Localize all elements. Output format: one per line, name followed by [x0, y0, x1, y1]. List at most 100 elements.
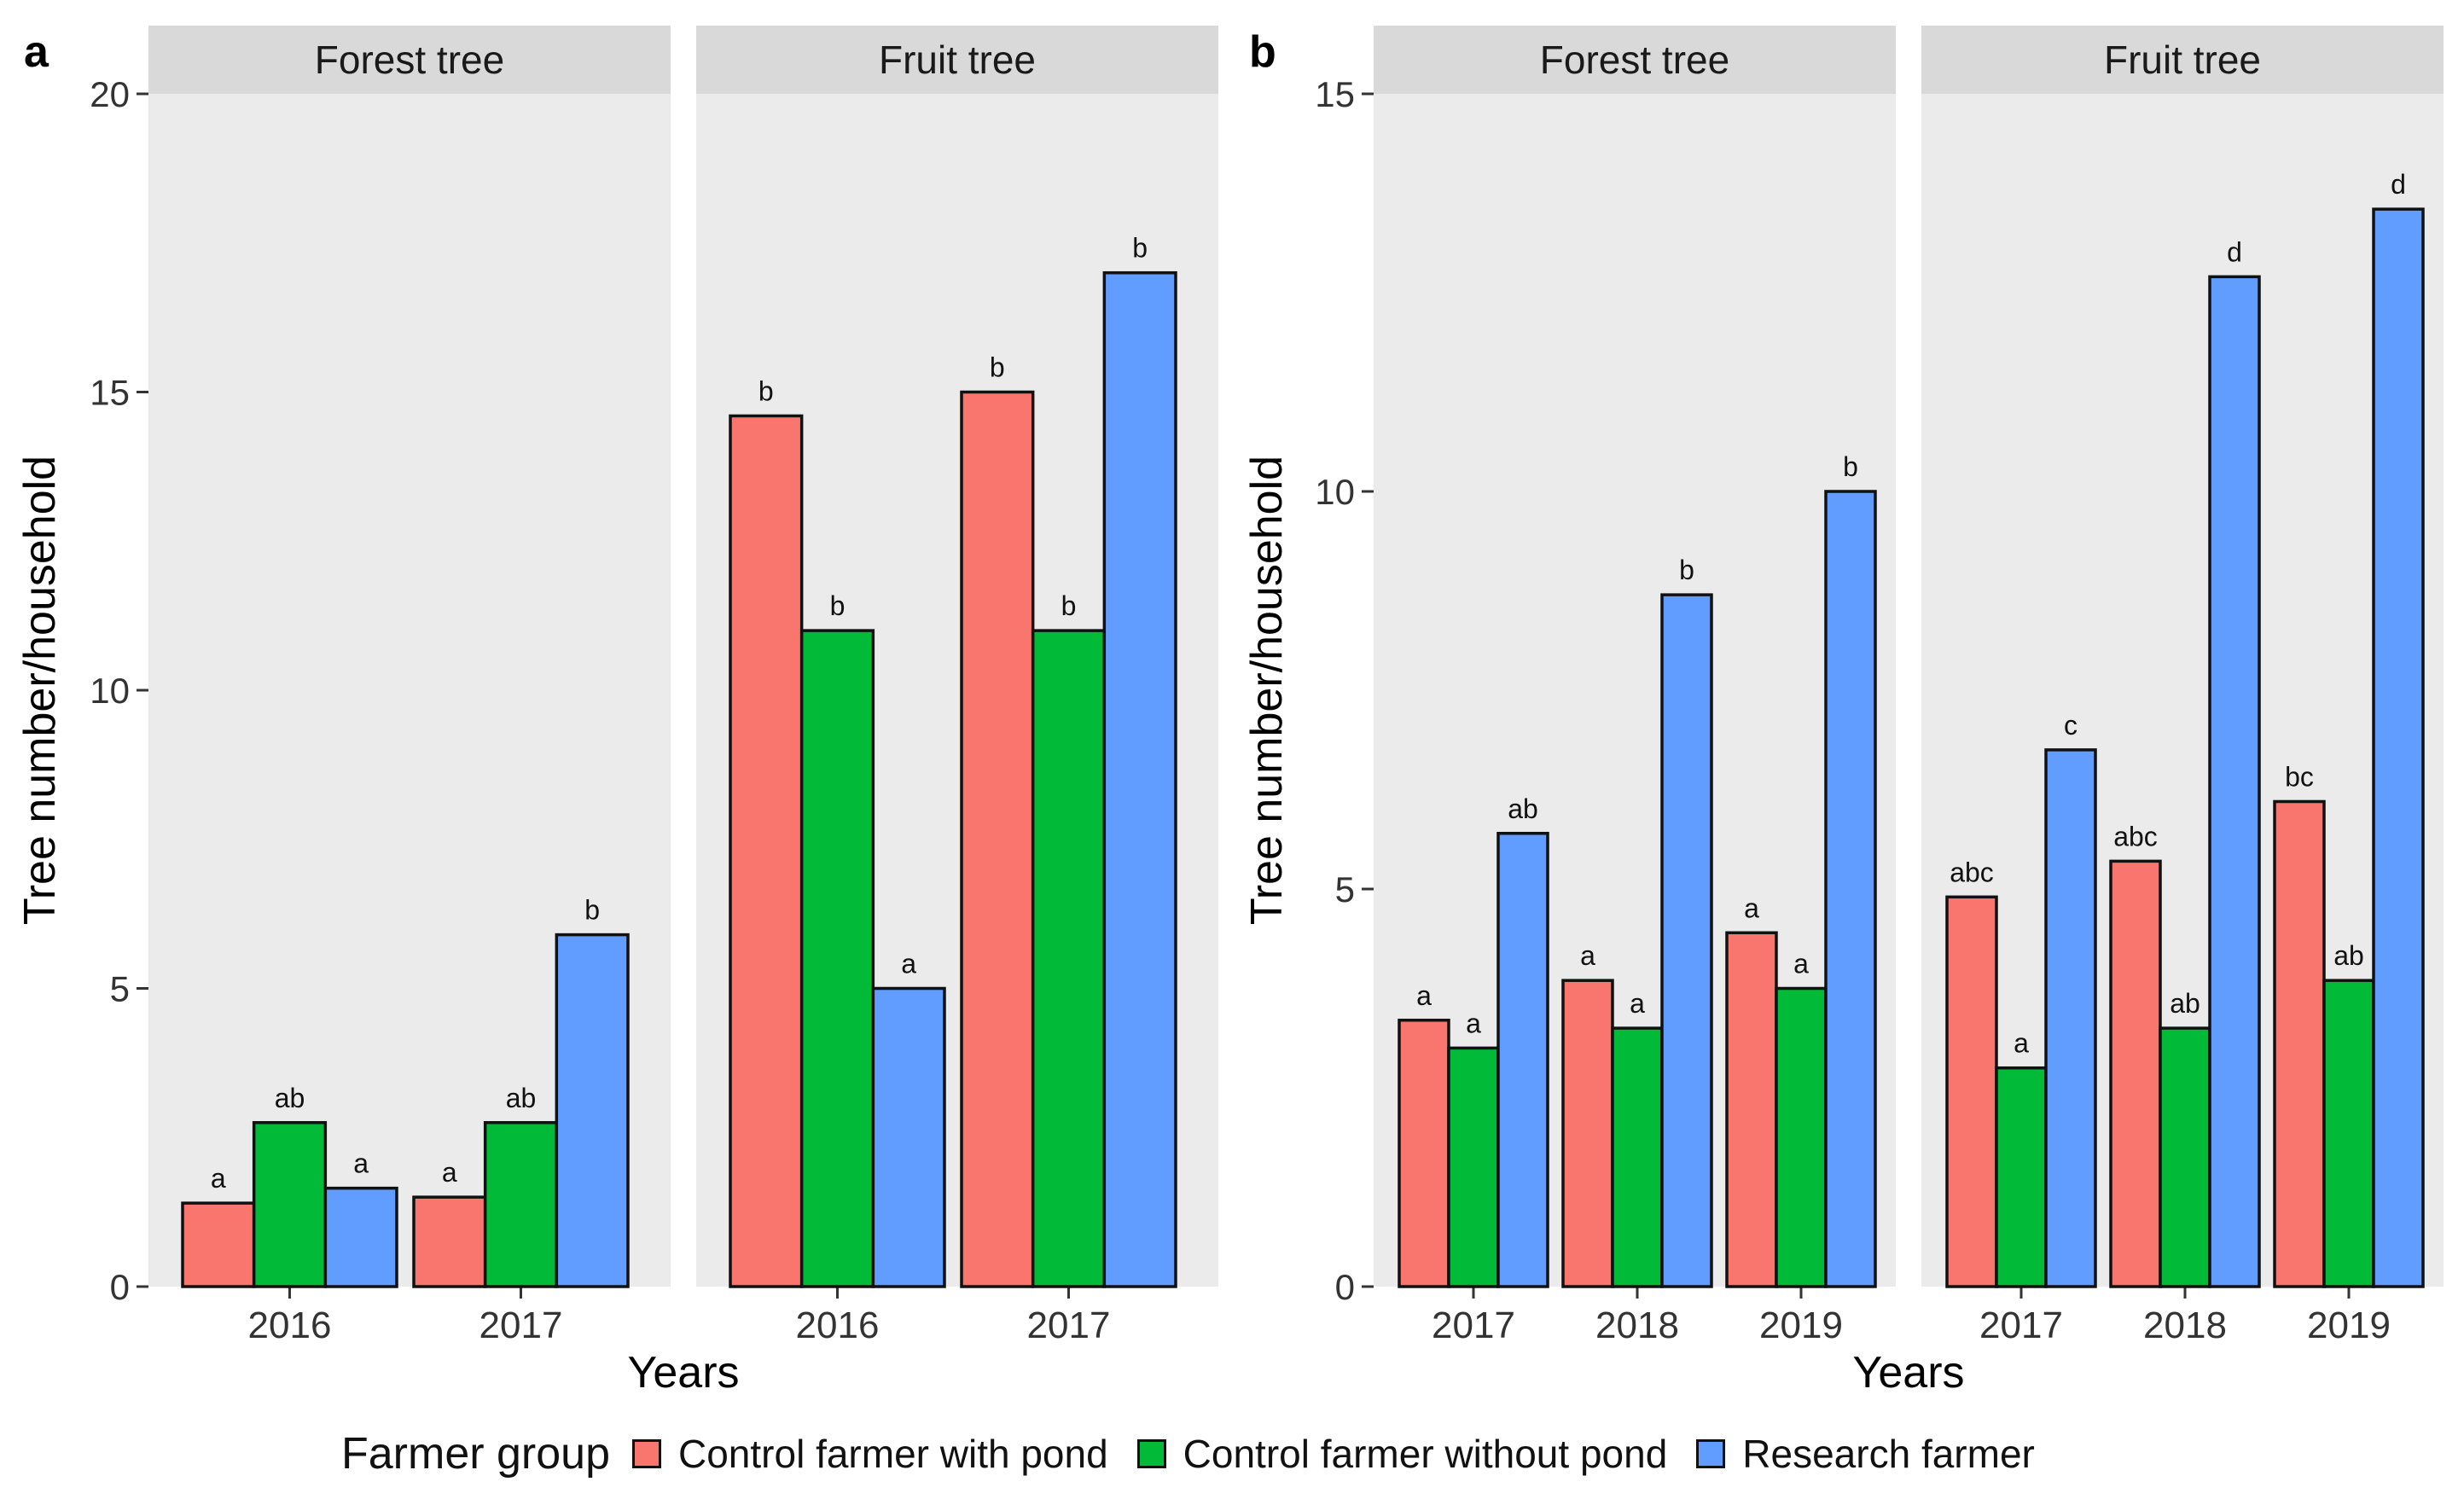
panel-b-facet-1-bar-letter: a: [1630, 988, 1645, 1019]
panel-a-facet-1-bar-letter: b: [584, 895, 600, 926]
panel-b-facet-2-bar: [2044, 748, 2097, 1288]
panel-a-facet-1-bar-letter: a: [211, 1163, 226, 1194]
panel-b-facet-1-strip: [1374, 26, 1896, 94]
panel-b-ytick-label: 15: [1315, 74, 1355, 114]
panel-b-facet-2-bar-letter: c: [2064, 710, 2078, 741]
panel-a-facet-2-bar: [1031, 629, 1107, 1288]
panel-a-facet-2-bar: [960, 390, 1035, 1288]
panel-b-facet-1-bar-letter: a: [1580, 940, 1595, 971]
panel-b-facet-2-bar-letter: bc: [2285, 761, 2314, 792]
panel-b-facet-2-bar: [2159, 1026, 2211, 1288]
panel-a-facet-2-xtick-label: 2016: [796, 1305, 880, 1346]
panel-b-facet-1-bar: [1611, 1026, 1664, 1288]
panel-b-facet-2-bar: [2322, 979, 2375, 1288]
legend-label-research-farmer: Research farmer: [1742, 1432, 2035, 1476]
legend: Farmer group Control farmer with pond Co…: [341, 1427, 2064, 1481]
panel-b-facet-2-xtick-label: 2018: [2143, 1305, 2227, 1346]
panel-b-facet-1-bar-letter: a: [1416, 980, 1432, 1011]
panel-a-facet-1-bar: [181, 1201, 256, 1288]
panel-b-facet-1-bar-letter: ab: [1508, 793, 1538, 824]
panel-b-facet-1-bar-letter: a: [1466, 1008, 1481, 1038]
panel-b-facet-2-bar-letter: a: [2014, 1028, 2029, 1059]
legend-item-control-with-pond: Control farmer with pond: [632, 1431, 1108, 1477]
legend-item-research-farmer: Research farmer: [1696, 1431, 2035, 1477]
panel-b-facet-2-bar-letter: ab: [2333, 940, 2364, 971]
panel-a-ytick-label: 15: [90, 373, 130, 413]
panel-b-facet-2-strip: [1921, 26, 2444, 94]
legend-label-control-without-pond: Control farmer without pond: [1183, 1432, 1668, 1476]
panel-a-facet-1-bar: [412, 1195, 487, 1288]
panel-a-facet-2-bar-letter: b: [1132, 233, 1148, 264]
panel-b-facet-2-bar: [1945, 895, 1998, 1288]
legend-swatch-control-without-pond: [1136, 1439, 1166, 1468]
panel-b-facet-2-bar: [2372, 207, 2425, 1288]
panel-b-facet-2-bar: [1995, 1066, 2048, 1288]
panel-b-facet-2-xtick-label: 2017: [1979, 1305, 2063, 1346]
panel-a-facet-2-bar-letter: b: [990, 352, 1005, 383]
panel-b-facet-1-bar-letter: b: [1679, 555, 1694, 585]
panel-b-facet-2-xtick-label: 2019: [2307, 1305, 2391, 1346]
panel-a-ytick-label: 10: [90, 671, 130, 711]
legend-title: Farmer group: [341, 1429, 610, 1479]
panel-a-label: a: [24, 27, 49, 77]
panel-a-facet-1-strip: [148, 26, 671, 94]
panel-a-facet-1-bar-letter: ab: [275, 1083, 305, 1113]
panel-b-facet-2-bar-letter: d: [2391, 169, 2406, 200]
panel-b-facet-1-bar-letter: a: [1744, 892, 1759, 923]
panel-b-label: b: [1249, 27, 1276, 77]
panel-a-facet-2-bar: [729, 414, 804, 1288]
panel-b-facet-1-xtick-label: 2018: [1595, 1305, 1679, 1346]
panel-b-facet-2-bar: [2208, 275, 2261, 1288]
panel-b-facet-1-bar: [1496, 832, 1549, 1288]
panel-a-facet-2-bar-letter: b: [830, 590, 846, 621]
panel-b-facet-1-strip-title: Forest tree: [1540, 38, 1729, 82]
panel-b-facet-1-bar: [1447, 1046, 1500, 1288]
panel-a-facet-1-bar: [252, 1121, 328, 1288]
panel-b-facet-2-bar-letter: abc: [2113, 821, 2158, 851]
panel-b-facet-1-bar-letter: a: [1793, 949, 1809, 979]
panel-a-facet-2-strip: [696, 26, 1218, 94]
panel-a-ytick-label: 5: [110, 969, 130, 1009]
panel-a-facet-2-bar: [871, 986, 946, 1288]
panel-a-facet-2-bar-letter: a: [901, 949, 916, 979]
panel-a-facet-1-bar: [323, 1186, 398, 1288]
panel-a-facet-1-xtick-label: 2016: [248, 1305, 332, 1346]
panel-b-facet-1-bar-letter: b: [1843, 451, 1858, 482]
panel-a-facet-2-bar: [799, 629, 875, 1288]
panel-b-facet-1-bar: [1725, 931, 1778, 1288]
panel-b-facet-1-bar: [1824, 490, 1877, 1288]
panel-b-facet-2-bar: [2109, 859, 2162, 1288]
panel-b-facet-2-bar: [2273, 799, 2326, 1288]
panel-a-facet-2-bar: [1102, 270, 1177, 1288]
panel-a-facet-1-xtick-label: 2017: [479, 1305, 563, 1346]
panel-a-ytick-label: 20: [90, 74, 130, 114]
panel-b-facet-1-bar: [1398, 1019, 1450, 1288]
legend-label-control-with-pond: Control farmer with pond: [678, 1432, 1108, 1476]
panel-b-ytick-label: 0: [1335, 1267, 1355, 1307]
panel-b-facet-2-strip-title: Fruit tree: [2104, 38, 2261, 82]
panel-a-facet-2-strip-title: Fruit tree: [879, 38, 1036, 82]
panel-a-facet-1-bar: [483, 1121, 559, 1288]
panel-b-facet-2-bar-letter: d: [2227, 236, 2242, 267]
panel-b-facet-1-bar: [1775, 986, 1828, 1288]
legend-swatch-research-farmer: [1696, 1439, 1726, 1468]
panel-b-facet-1-xtick-label: 2017: [1432, 1305, 1515, 1346]
panel-a-facet-1-bar: [555, 933, 630, 1288]
panel-b-facet-2-bar-letter: ab: [2170, 988, 2200, 1019]
panel-b-ytick-label: 10: [1315, 472, 1355, 512]
panel-a-ytick-label: 0: [110, 1267, 130, 1307]
panel-a-facet-2-bar-letter: b: [758, 375, 774, 406]
panel-a-xlabel: Years: [627, 1348, 739, 1398]
panel-b-ytick-label: 5: [1335, 869, 1355, 909]
panel-b-xlabel: Years: [1852, 1348, 1964, 1398]
legend-item-control-without-pond: Control farmer without pond: [1136, 1431, 1668, 1477]
legend-swatch-control-with-pond: [632, 1439, 661, 1468]
panel-a-facet-1-bar-letter: a: [353, 1148, 369, 1179]
panel-b-facet-1-bar: [1561, 979, 1614, 1288]
panel-a-facet-2-xtick-label: 2017: [1027, 1305, 1111, 1346]
panel-b-facet-1-bar: [1660, 593, 1713, 1288]
panel-a-facet-1-strip-title: Forest tree: [315, 38, 504, 82]
panel-a-ylabel: Tree number/household: [15, 456, 65, 925]
panel-a-facet-1-bar-letter: ab: [506, 1083, 537, 1113]
